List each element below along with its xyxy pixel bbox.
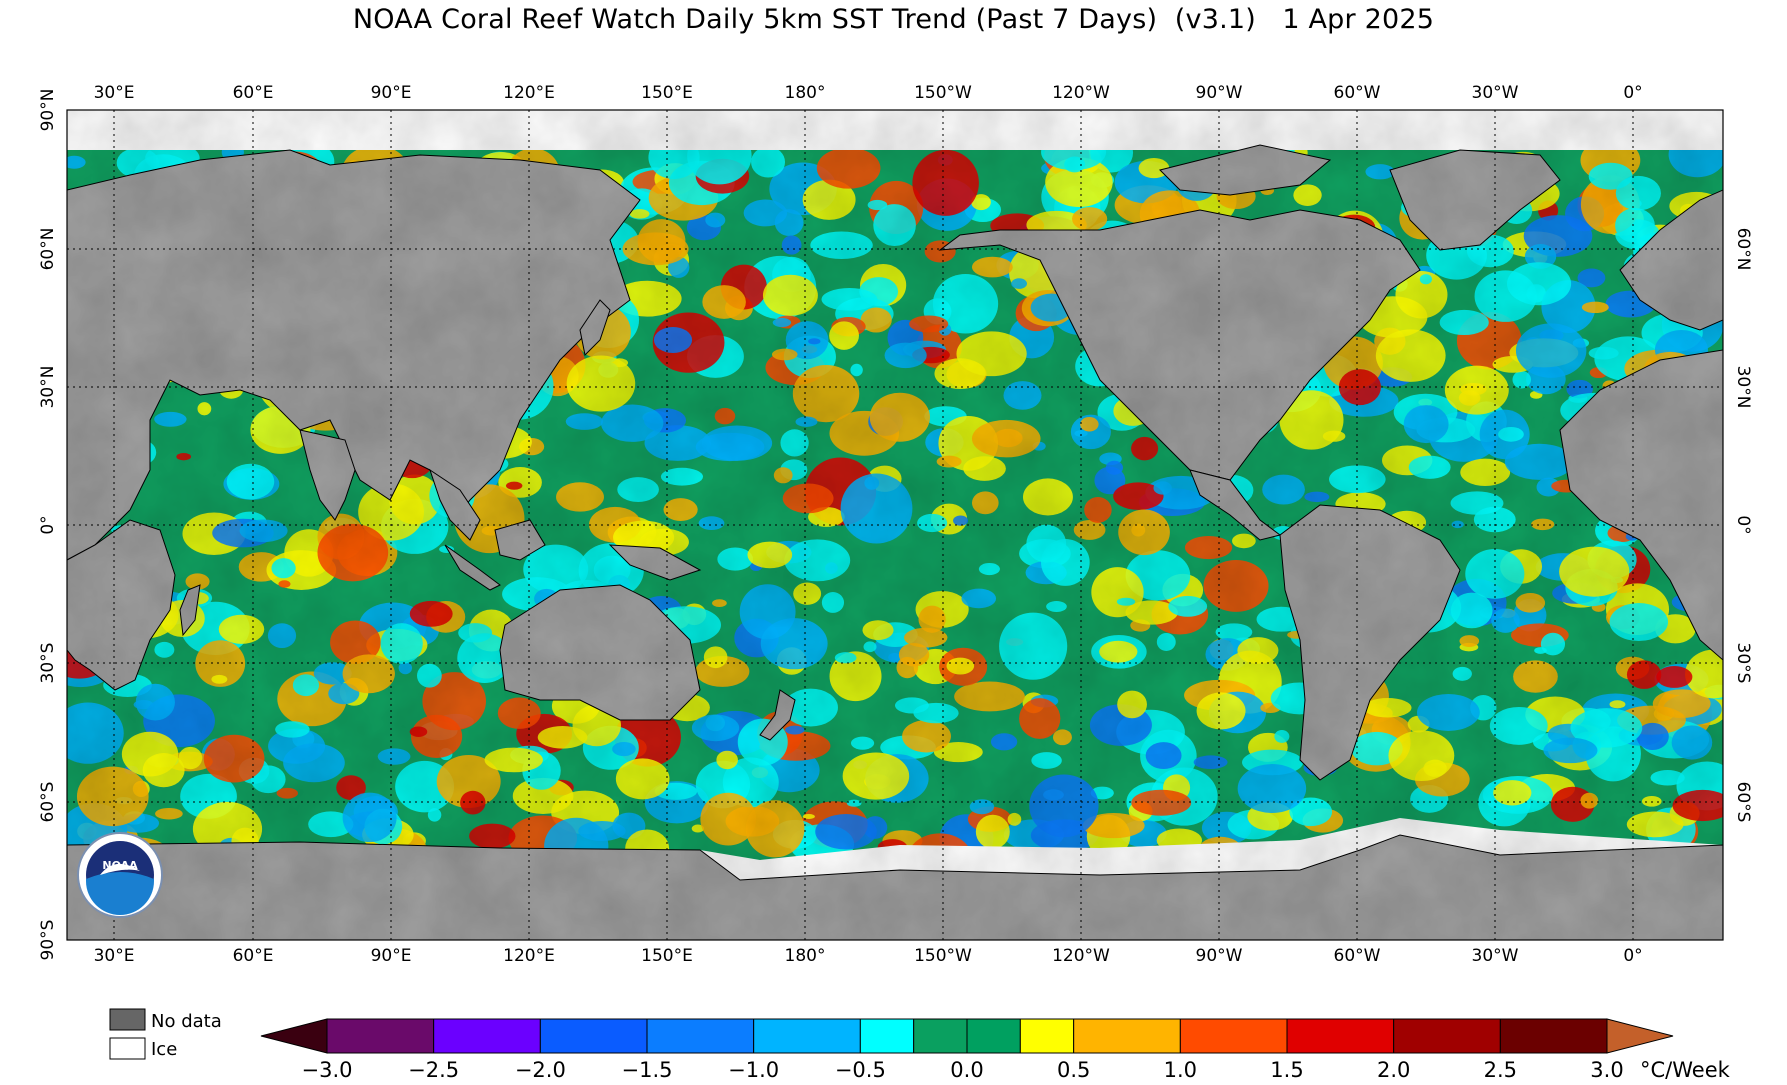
logo-text: NOAA [102, 859, 138, 872]
lat-label-left: 90°N [38, 89, 58, 132]
colorbar-cell [326, 1018, 435, 1054]
lat-label-left: 30°S [38, 643, 58, 684]
lon-label-bottom: 90°W [1196, 946, 1243, 966]
colorbar-cell [1499, 1018, 1608, 1054]
colorbar-tick-label: 2.5 [1484, 1058, 1517, 1082]
lon-label-top: 90°E [371, 83, 412, 103]
colorbar-cell [1073, 1018, 1181, 1054]
lon-label-top: 120°E [503, 83, 555, 103]
colorbar-tick-label: 2.0 [1377, 1058, 1410, 1082]
colorbar-tick-label: −1.5 [622, 1058, 673, 1082]
lon-label-bottom: 90°E [371, 946, 412, 966]
ice-label: Ice [151, 1039, 177, 1060]
colorbar-cell [913, 1018, 968, 1054]
lon-label-top: 150°W [914, 83, 972, 103]
lon-label-top: 0° [1623, 83, 1642, 103]
lon-label-top: 150°E [641, 83, 693, 103]
lat-label-right: 30°S [1733, 643, 1753, 684]
colorbar-under-arrow [260, 1018, 328, 1054]
lon-label-bottom: 30°W [1472, 946, 1519, 966]
colorbar-tick-label: 3.0 [1590, 1058, 1623, 1082]
lon-label-bottom: 60°E [233, 946, 274, 966]
colorbar-over-arrow [1606, 1018, 1674, 1054]
ice-swatch [109, 1037, 146, 1060]
colorbar-cell [1286, 1018, 1395, 1054]
lon-label-top: 90°W [1196, 83, 1243, 103]
latitude-labels-right: 60°N 30°N 0° 30°S 60°S [1733, 228, 1753, 823]
colorbar-cell [539, 1018, 648, 1054]
lon-label-bottom: 0° [1623, 946, 1642, 966]
colorbar-cell [1019, 1018, 1075, 1054]
lon-label-top: 60°W [1334, 83, 1381, 103]
lat-label-left: 60°N [38, 228, 58, 271]
map-title: NOAA Coral Reef Watch Daily 5km SST Tren… [352, 4, 1435, 35]
lon-label-top: 180° [785, 83, 826, 103]
colorbar-cell [753, 1018, 861, 1054]
lon-label-bottom: 60°W [1334, 946, 1381, 966]
lon-label-top: 30°W [1472, 83, 1519, 103]
lon-label-bottom: 150°E [641, 946, 693, 966]
colorbar-tick-label: 0.5 [1057, 1058, 1090, 1082]
colorbar-cell [433, 1018, 541, 1054]
colorbar-tick-label: −1.0 [728, 1058, 779, 1082]
colorbar-tick-label: 0.0 [950, 1058, 983, 1082]
lat-label-right: 0° [1733, 515, 1753, 534]
lat-label-left: 60°S [38, 782, 58, 823]
lon-label-bottom: 120°W [1052, 946, 1110, 966]
colorbar-cell [646, 1018, 755, 1054]
longitude-labels-top: 30°E 60°E 90°E 120°E 150°E 180° 150°W 120°W 90°W… [94, 83, 1643, 103]
colorbar-cell [859, 1018, 915, 1054]
lat-label-right: 30°N [1733, 366, 1753, 409]
colorbar-tick-label: −0.5 [835, 1058, 886, 1082]
colorbar-tick-label: −2.0 [515, 1058, 566, 1082]
colorbar-cell [1393, 1018, 1501, 1054]
lon-label-bottom: 150°W [914, 946, 972, 966]
lon-label-bottom: 120°E [503, 946, 555, 966]
legend: No data Ice [109, 1008, 222, 1060]
map-frame [66, 109, 1724, 941]
lat-label-right: 60°S [1733, 782, 1753, 823]
colorbar-unit: °C/Week [1640, 1058, 1731, 1082]
colorbar-tick-label: 1.0 [1164, 1058, 1197, 1082]
colorbar-tick-label: −3.0 [302, 1058, 353, 1082]
colorbar: −3.0 −2.5 −2.0 −1.5 −1.0 −0.5 0.0 0.5 1.0 1.5 2.0 2… [260, 1018, 1731, 1082]
colorbar-tick-label: 1.5 [1270, 1058, 1303, 1082]
lat-label-left: 0° [38, 515, 58, 534]
lon-label-top: 60°E [233, 83, 274, 103]
colorbar-cell [1179, 1018, 1288, 1054]
lat-label-right: 60°N [1733, 228, 1753, 271]
lat-label-left: 30°N [38, 366, 58, 409]
colorbar-tick-label: −2.5 [408, 1058, 459, 1082]
noaa-logo: NOAA [77, 832, 163, 918]
lon-label-top: 30°E [94, 83, 135, 103]
colorbar-cell [966, 1018, 1021, 1054]
graticule [67, 110, 1723, 940]
lon-label-bottom: 180° [785, 946, 826, 966]
no-data-swatch [109, 1008, 146, 1031]
lon-label-bottom: 30°E [94, 946, 135, 966]
latitude-labels-left: 90°N 60°N 30°N 0° 30°S 60°S 90°S [38, 89, 58, 961]
lat-label-left: 90°S [38, 920, 58, 961]
lon-label-top: 120°W [1052, 83, 1110, 103]
no-data-label: No data [151, 1011, 222, 1032]
longitude-labels-bottom: 30°E 60°E 90°E 120°E 150°E 180° 150°W 120°W 90°W… [94, 946, 1643, 966]
